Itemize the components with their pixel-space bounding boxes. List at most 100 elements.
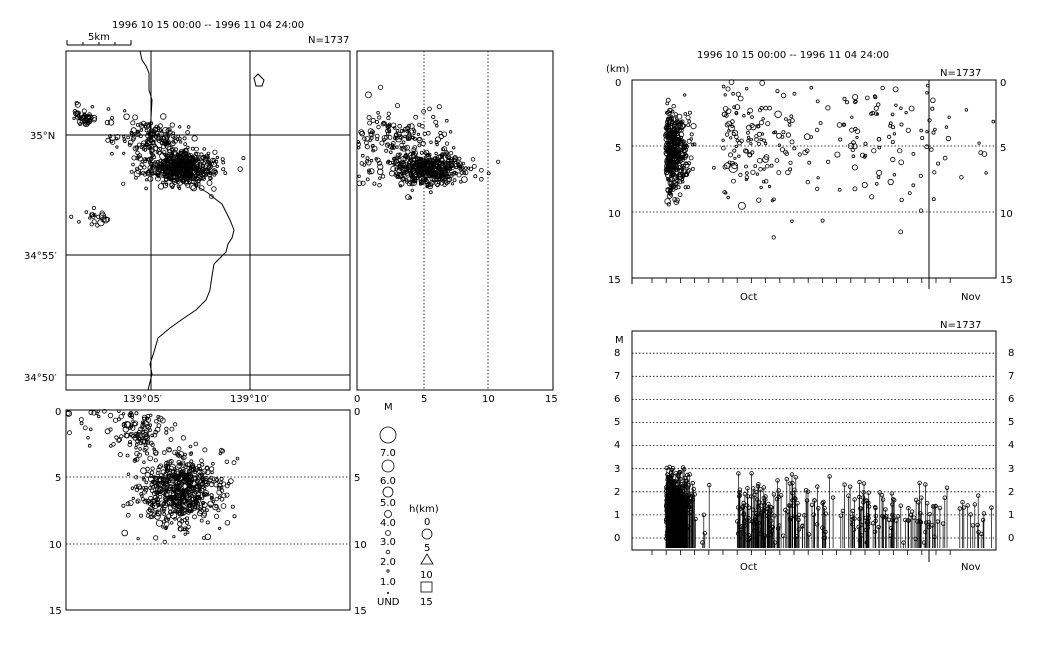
depth-lat-point — [441, 146, 447, 152]
magnitude-point — [925, 501, 930, 506]
depth-time-point — [804, 148, 810, 154]
depth-time-point — [825, 159, 831, 164]
lon-depth-point — [153, 512, 161, 520]
magnitude-point — [886, 517, 892, 523]
depth-lat-point — [426, 160, 430, 165]
depth-time-point — [789, 139, 795, 145]
lon-depth-point — [203, 486, 207, 491]
depth-lat-point — [427, 106, 432, 112]
map-markers — [69, 101, 246, 228]
epicenter-point — [165, 127, 171, 133]
epicenter-point — [135, 123, 140, 127]
depth-lat-point — [410, 188, 414, 192]
depth-time-point — [978, 150, 984, 156]
depth-lat-point — [471, 163, 477, 169]
mag-xlabel-oct: Oct — [740, 562, 757, 573]
lon-depth-point — [109, 444, 113, 448]
depth-lat-point — [382, 138, 386, 142]
lon-depth-point — [220, 503, 227, 509]
lon-depth-point — [217, 485, 222, 491]
magnitude-point — [749, 471, 754, 476]
depth-lat-point — [410, 167, 414, 171]
lon-depth-point — [201, 511, 208, 517]
depth-time-point — [845, 100, 850, 105]
depth-time-point — [769, 163, 774, 168]
mag-ytick-l-8: 8 — [614, 348, 620, 359]
depth-lat-point — [395, 128, 400, 133]
epicenter-point — [179, 159, 184, 164]
depth-time-point — [683, 112, 688, 116]
epicenter-point — [193, 169, 198, 173]
depth-lat-point — [388, 150, 393, 155]
magnitude-point — [683, 479, 689, 484]
lon-depth-point — [204, 465, 210, 471]
depth-time-point — [746, 138, 750, 143]
epicenter-point — [166, 153, 171, 158]
magnitude-point — [809, 502, 815, 508]
epicenter-point — [142, 165, 147, 170]
mag-ytick-l-3: 3 — [614, 464, 620, 475]
lon-depth-point — [176, 459, 182, 465]
magnitude-point — [672, 479, 678, 485]
magnitude-point — [684, 493, 689, 498]
epicenter-point — [167, 149, 172, 154]
mag-ytick-r-7: 7 — [1008, 371, 1014, 382]
depth-time-point — [861, 181, 868, 188]
lon-depth-point — [206, 480, 210, 484]
depth-lat-point — [422, 168, 428, 173]
magnitude-point — [976, 530, 981, 535]
magnitude-point — [757, 527, 762, 532]
epicenter-point — [158, 159, 163, 164]
depth-time-point — [815, 99, 820, 104]
depth-time-point — [759, 137, 763, 142]
depth-lat-point — [413, 164, 418, 169]
epicenter-point — [175, 158, 179, 162]
depth-lat-point — [450, 182, 455, 186]
lon-depth-point — [153, 535, 159, 541]
depth-lat-point — [444, 141, 450, 146]
lon-depth-point — [141, 476, 145, 480]
depth-time-point — [761, 117, 765, 121]
epicenter-point — [206, 151, 211, 156]
magnitude-point — [847, 484, 853, 489]
depth-time-point — [675, 177, 681, 184]
lon-depth-point — [216, 482, 223, 489]
epicenter-point — [160, 168, 165, 174]
depth-time-point — [931, 130, 936, 135]
depth-lat-point — [420, 140, 426, 147]
lon-depth-point — [173, 473, 180, 480]
lon-depth-point — [199, 487, 205, 493]
depth-lat-point — [364, 144, 370, 150]
depth-time-point — [723, 93, 727, 97]
depth-lat-point — [460, 165, 465, 170]
epicenter-point — [179, 140, 183, 144]
magnitude-point — [851, 527, 857, 532]
magnitude-point — [796, 527, 802, 532]
depth-time-point — [984, 171, 988, 175]
depth-time-point — [677, 192, 683, 198]
lon-depth-point — [179, 473, 183, 478]
depth-time-point — [863, 153, 868, 158]
epicenter-point — [198, 162, 205, 169]
epicenter-point — [206, 180, 213, 186]
depth-lat-point — [420, 123, 425, 129]
depth-lat-point — [438, 130, 443, 136]
depth-time-point — [685, 115, 691, 121]
lon-depth-point — [154, 451, 159, 456]
epicenter-point — [206, 165, 212, 171]
lon-depth-point — [182, 468, 186, 473]
magnitude-time-panel: N=1737 M 0 1 2 3 4 5 6 7 8 0 1 2 3 4 5 6… — [614, 320, 1014, 573]
epicenter-point — [215, 155, 219, 160]
depth-time-point — [890, 156, 896, 163]
lon-depth-point — [130, 425, 136, 431]
epicenter-point — [114, 133, 121, 140]
depth-lat-point — [429, 140, 433, 144]
depth-lat-point — [359, 130, 365, 137]
depth-time-point — [805, 179, 810, 185]
magnitude-point — [792, 503, 797, 508]
depth-time-point — [722, 106, 729, 112]
epicenter-point — [162, 134, 169, 142]
depth-lat-point — [394, 158, 399, 164]
depth-lat-point — [398, 184, 403, 188]
lon-depth-point — [154, 419, 159, 424]
